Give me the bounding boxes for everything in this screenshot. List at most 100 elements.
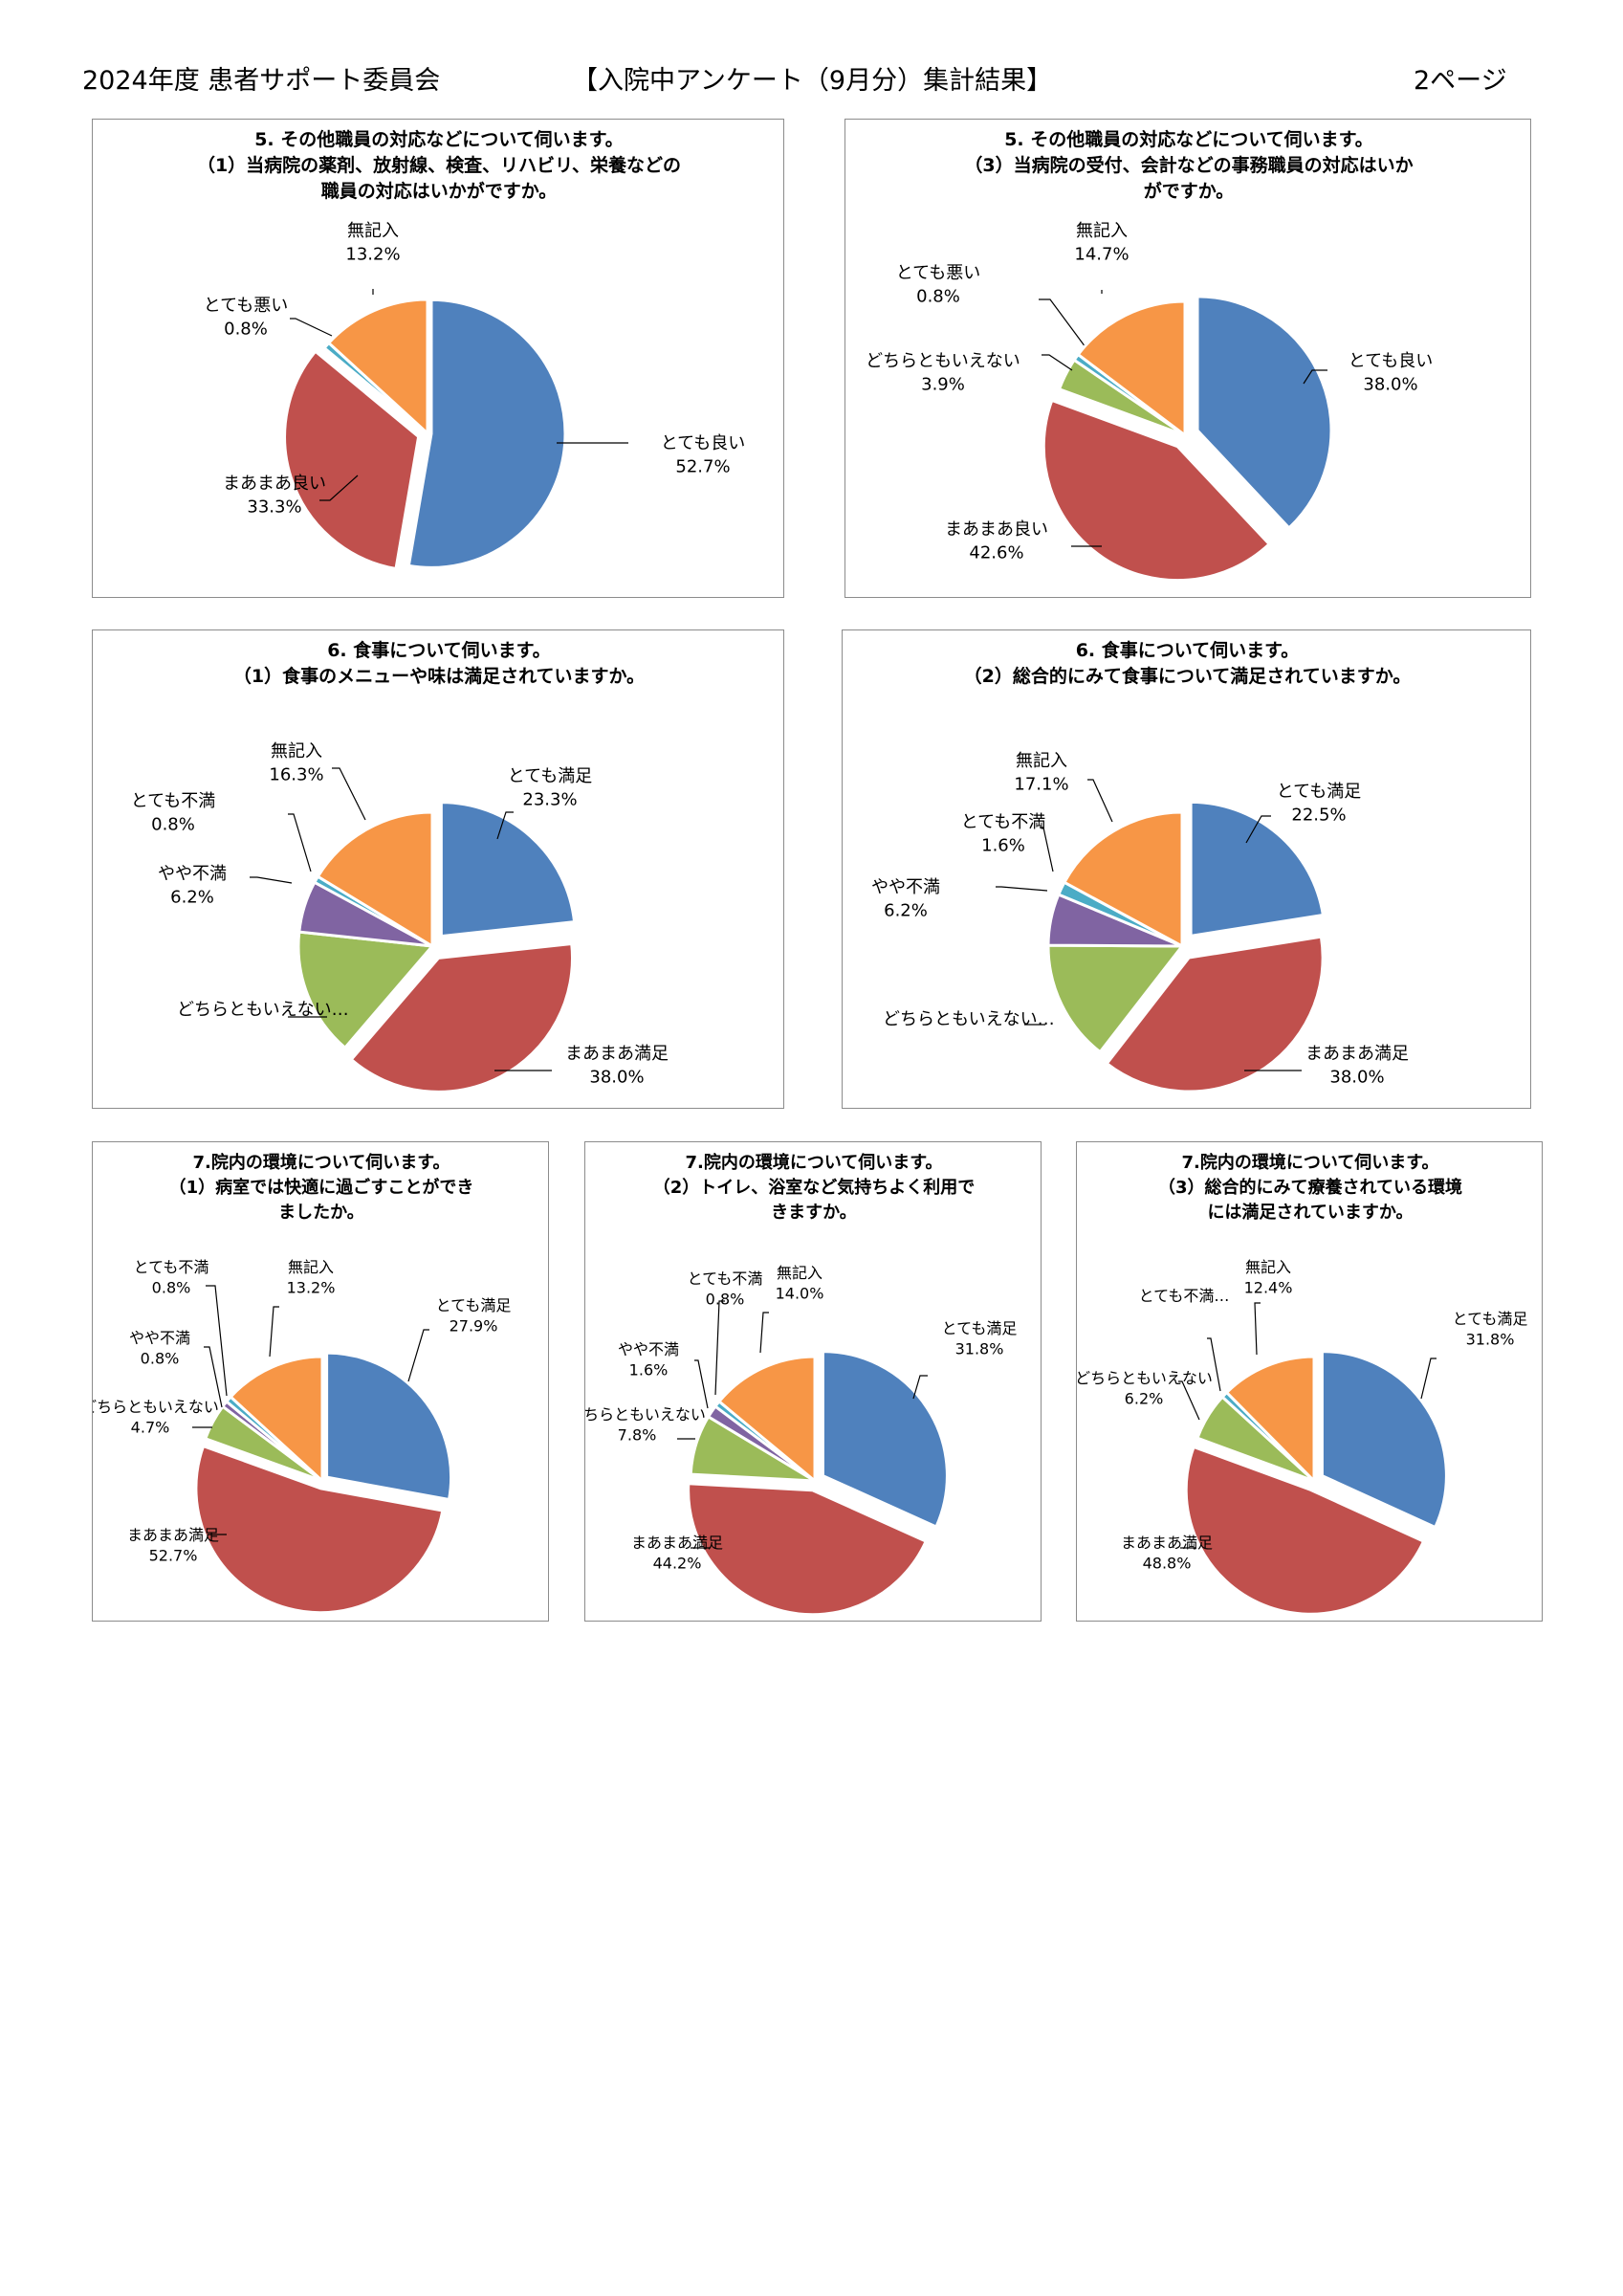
chart-title-line-1: 5. その他職員の対応などについて伺います。 xyxy=(1004,128,1373,150)
slice-label-とても不満: とても不満 xyxy=(131,791,216,811)
chart-meal-menu: 6. 食事について伺います。 （1）食事のメニューや味は満足されていますか。 とても… xyxy=(92,629,784,1109)
slice-value-とても満足: 31.8% xyxy=(955,1340,1004,1358)
chart-environment-overall: 7.院内の環境について伺います。 （3）総合的にみて療養されている環境 には満足され… xyxy=(1076,1141,1543,1622)
chart-title-line-3: がですか。 xyxy=(1144,180,1235,202)
slice-value-とても不満: 0.8% xyxy=(706,1291,745,1309)
slice-label-まあまあ満足: まあまあ満足 xyxy=(1305,1044,1409,1064)
slice-label-無記入: 無記入 xyxy=(347,221,399,241)
chart-office-staff: 5. その他職員の対応などについて伺います。 （3）当病院の受付、会計などの事務職… xyxy=(844,119,1531,598)
slice-value-無記入: 14.7% xyxy=(1074,244,1129,264)
chart-title-line-1: 5. その他職員の対応などについて伺います。 xyxy=(254,128,624,150)
chart-title-line-3: 職員の対応はいかがですか。 xyxy=(321,180,558,202)
slice-value-とても不満: 0.8% xyxy=(151,814,195,834)
leader-line-とても満足 xyxy=(1421,1358,1437,1399)
leader-line-どちらともいえない xyxy=(1042,355,1072,370)
pie-svg-c5-1: 5. その他職員の対応などについて伺います。 （1）当病院の薬剤、放射線、検査、リ… xyxy=(93,120,785,599)
slice-label-とても満足: とても満足 xyxy=(508,766,593,786)
slice-label-とても不満: とても不満 xyxy=(134,1258,209,1276)
slice-label-とても悪い: とても悪い xyxy=(896,263,981,283)
slice-label-まあまあ良い: まあまあ良い xyxy=(945,519,1048,540)
slice-label-とても満足: とても満足 xyxy=(942,1319,1018,1337)
pie-slice-とても満足 xyxy=(441,803,574,937)
slice-label-やや不満: やや不満 xyxy=(871,877,940,897)
slice-value-やや不満: 6.2% xyxy=(884,900,928,920)
slice-label-とても不満: とても不満 xyxy=(688,1269,763,1288)
leader-line-やや不満 xyxy=(250,877,292,883)
slice-label-どちらともいえない: どちらともいえない xyxy=(1077,1369,1213,1387)
leader-line-とても不満 xyxy=(1040,828,1053,872)
slice-value-無記入: 17.1% xyxy=(1014,774,1068,794)
chart-staff-support: 5. その他職員の対応などについて伺います。 （1）当病院の薬剤、放射線、検査、リ… xyxy=(92,119,784,598)
pie-slice-とても満足 xyxy=(327,1353,451,1499)
leader-line-無記入 xyxy=(1087,780,1112,822)
chart-title-line-3: きますか。 xyxy=(771,1203,857,1223)
chart-title-line-2: （1）病室では快適に過ごすことができ xyxy=(169,1177,474,1198)
slice-label-どちらともいえない-: どちらともいえない… xyxy=(883,1009,1055,1029)
slice-value-やや不満: 0.8% xyxy=(141,1350,180,1368)
chart-toilet-bath: 7.院内の環境について伺います。 （2）トイレ、浴室など気持ちよく利用で きますか。… xyxy=(584,1141,1042,1622)
slice-label-とても不満: とても不満 xyxy=(961,812,1046,832)
slice-label-とても良い: とても良い xyxy=(1349,351,1434,371)
chart-title-line-1: 7.院内の環境について伺います。 xyxy=(1181,1152,1438,1173)
slice-value-やや不満: 1.6% xyxy=(629,1361,669,1380)
slice-value-無記入: 16.3% xyxy=(269,764,323,784)
slice-value-どちらともいえない: 3.9% xyxy=(921,374,965,394)
pie-svg-c5-3: 5. その他職員の対応などについて伺います。（3）当病院の受付、会計などの事務職… xyxy=(845,120,1532,599)
slice-value-まあまあ満足: 48.8% xyxy=(1143,1555,1192,1573)
leader-line-無記入 xyxy=(332,768,365,820)
slice-label-無記入: 無記入 xyxy=(777,1264,822,1282)
leader-line-とても悪い xyxy=(1039,299,1088,351)
slice-label-まあまあ満足: まあまあ満足 xyxy=(631,1534,723,1552)
slice-label-とても満足: とても満足 xyxy=(1277,782,1362,802)
slice-label-とても悪い: とても悪い xyxy=(204,296,289,316)
slice-value-とても不満: 0.8% xyxy=(152,1279,191,1297)
leader-line-やや不満 xyxy=(996,887,1047,891)
slice-label-まあまあ良い: まあまあ良い xyxy=(223,474,326,494)
slice-value-まあまあ満足: 38.0% xyxy=(1329,1067,1384,1087)
slice-label-どちらともいえない: どちらともいえない xyxy=(585,1405,706,1424)
slice-value-無記入: 12.4% xyxy=(1244,1279,1293,1297)
slice-label-やや不満: やや不満 xyxy=(618,1340,679,1358)
slice-value-まあまあ良い: 42.6% xyxy=(969,542,1023,563)
slice-value-どちらともいえない: 6.2% xyxy=(1125,1390,1164,1408)
pie-slice-とても満足 xyxy=(822,1352,947,1527)
slice-value-どちらともいえない: 7.8% xyxy=(618,1426,657,1445)
chart-title-line-3: ましたか。 xyxy=(278,1203,364,1223)
slice-value-とても悪い: 0.8% xyxy=(224,319,268,339)
pie-svg-c6-1: 6. 食事について伺います。（1）食事のメニューや味は満足されていますか。とても… xyxy=(93,630,785,1110)
slice-value-無記入: 14.0% xyxy=(776,1285,824,1303)
pie-svg-c6-2: 6. 食事について伺います。（2）総合的にみて食事について満足されていますか。と… xyxy=(843,630,1532,1110)
chart-room-comfort: 7.院内の環境について伺います。 （1）病室では快適に過ごすことができ ましたか。と… xyxy=(92,1141,549,1622)
slice-value-とても良い: 38.0% xyxy=(1363,374,1417,394)
page-header-title: 【入院中アンケート（9月分）集計結果】 xyxy=(572,59,1052,97)
leader-line-とても不満 xyxy=(288,814,311,872)
slice-value-無記入: 13.2% xyxy=(287,1279,336,1297)
slice-label-まあまあ満足: まあまあ満足 xyxy=(565,1044,669,1064)
leader-line-無記入 xyxy=(760,1313,769,1353)
leader-line-やや不満 xyxy=(694,1360,708,1408)
slice-value-とても満足: 23.3% xyxy=(522,789,577,809)
chart-title-line-1: 6. 食事について伺います。 xyxy=(1076,639,1300,661)
chart-title-line-2: （1）当病院の薬剤、放射線、検査、リハビリ、栄養などの xyxy=(197,154,681,176)
slice-value-とても良い: 52.7% xyxy=(675,456,730,476)
slice-value-とても満足: 22.5% xyxy=(1291,805,1346,825)
slice-label-無記入: 無記入 xyxy=(1016,751,1067,771)
slice-label-まあまあ満足: まあまあ満足 xyxy=(1121,1534,1213,1552)
slice-value-まあまあ満足: 52.7% xyxy=(149,1547,198,1565)
slice-value-まあまあ満足: 44.2% xyxy=(653,1555,702,1573)
chart-title-line-2: （2）トイレ、浴室など気持ちよく利用で xyxy=(653,1177,976,1198)
slice-value-やや不満: 6.2% xyxy=(170,887,214,907)
slice-value-とても悪い: 0.8% xyxy=(916,286,960,306)
slice-label-やや不満: やや不満 xyxy=(158,864,227,884)
leader-line-とても満足 xyxy=(408,1330,429,1381)
page-header-left: 2024年度 患者サポート委員会 xyxy=(82,59,440,97)
slice-label-とても不満-: とても不満… xyxy=(1139,1287,1230,1305)
chart-title-line-1: 7.院内の環境について伺います。 xyxy=(192,1152,450,1173)
slice-label-とても満足: とても満足 xyxy=(436,1296,512,1314)
chart-title-line-3: には満足されていますか。 xyxy=(1207,1202,1413,1223)
pie-svg-c7-2: 7.院内の環境について伺います。 （2）トイレ、浴室など気持ちよく利用できますか。… xyxy=(585,1142,1042,1623)
chart-meal-overall: 6. 食事について伺います。 （2）総合的にみて食事について満足されていますか。と… xyxy=(842,629,1531,1109)
slice-value-とても不満: 1.6% xyxy=(981,835,1025,855)
slice-label-無記入: 無記入 xyxy=(1245,1258,1291,1276)
chart-title-line-1: 6. 食事について伺います。 xyxy=(327,639,551,661)
